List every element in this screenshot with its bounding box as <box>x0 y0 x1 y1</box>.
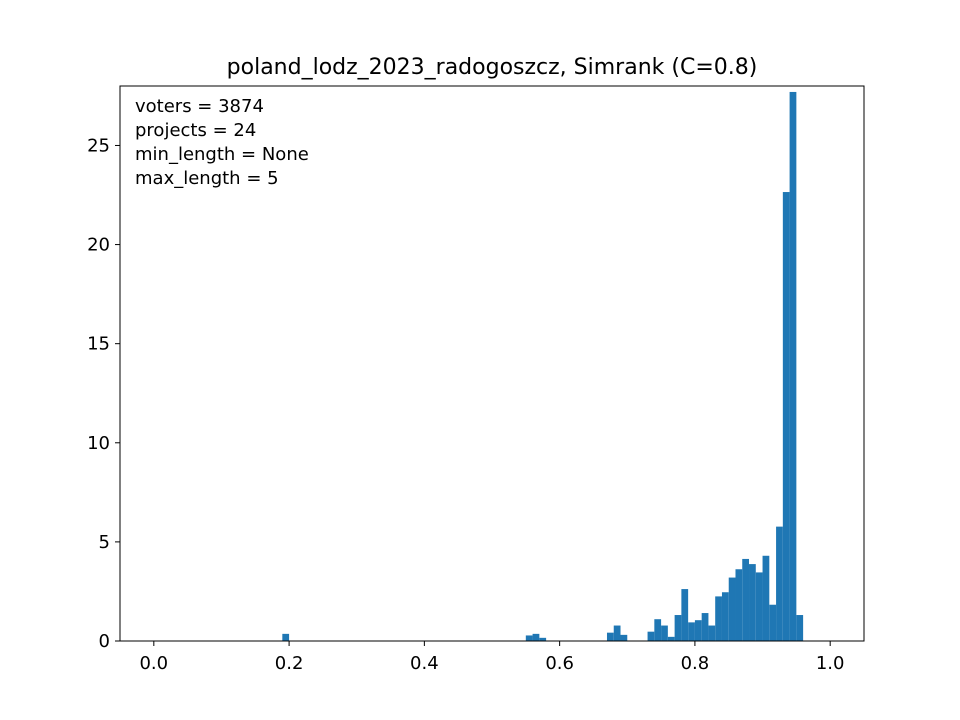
histogram-bar <box>613 625 621 641</box>
info-text-block: voters = 3874 projects = 24 min_length = N… <box>135 96 309 189</box>
x-tick-label: 0.4 <box>410 653 439 674</box>
histogram-bar <box>532 633 540 641</box>
y-tick-label: 10 <box>87 433 110 454</box>
histogram-bar <box>749 564 756 641</box>
histogram-bar <box>796 615 804 641</box>
histogram-bar <box>755 572 763 641</box>
y-tick-label: 0 <box>99 631 110 652</box>
histogram-bar <box>721 592 729 641</box>
histogram-bar <box>606 632 614 641</box>
info-line: max_length = 5 <box>135 168 279 189</box>
histogram-bar <box>728 577 736 641</box>
histogram-bar <box>525 635 533 641</box>
axes-layer: 0.0 0.2 0.4 0.6 0.8 1.0 0 5 10 15 20 25 <box>87 85 865 674</box>
histogram-bar <box>735 569 743 641</box>
histogram-bar <box>674 615 682 641</box>
x-tick-label: 0.6 <box>545 653 574 674</box>
x-tick-label: 1.0 <box>816 653 845 674</box>
plot-frame <box>119 85 865 642</box>
histogram-bar <box>742 558 750 641</box>
bars-layer <box>282 91 804 642</box>
y-tick-label: 20 <box>87 235 110 256</box>
y-tick-label: 25 <box>87 135 110 156</box>
histogram-bar <box>539 637 547 641</box>
histogram-bar <box>782 192 790 642</box>
histogram-bar <box>647 631 655 641</box>
histogram-bar <box>667 636 675 641</box>
histogram-bar <box>762 555 770 641</box>
histogram-bar <box>776 526 783 641</box>
info-line: voters = 3874 <box>135 96 264 117</box>
x-tick-label: 0.8 <box>681 653 710 674</box>
x-tick-label: 0.0 <box>139 653 168 674</box>
histogram-bar <box>282 633 290 641</box>
y-tick-label: 15 <box>87 334 110 355</box>
histogram-bar <box>688 622 695 641</box>
info-line: projects = 24 <box>135 120 256 141</box>
histogram-bar <box>661 625 668 641</box>
x-tick-label: 0.2 <box>275 653 304 674</box>
histogram-bar <box>701 613 709 641</box>
histogram-bar <box>708 625 716 641</box>
histogram-bar <box>769 604 777 641</box>
histogram-bar <box>620 634 628 641</box>
y-tick-label: 5 <box>99 532 110 553</box>
histogram-bar <box>789 91 797 641</box>
histogram-bar <box>715 596 722 641</box>
histogram-bar <box>681 589 689 641</box>
histogram-bar <box>654 619 662 641</box>
info-line: min_length = None <box>135 144 309 165</box>
chart-title: poland_lodz_2023_radogoszcz, Simrank (C=… <box>227 55 758 80</box>
histogram-bar <box>694 620 702 641</box>
